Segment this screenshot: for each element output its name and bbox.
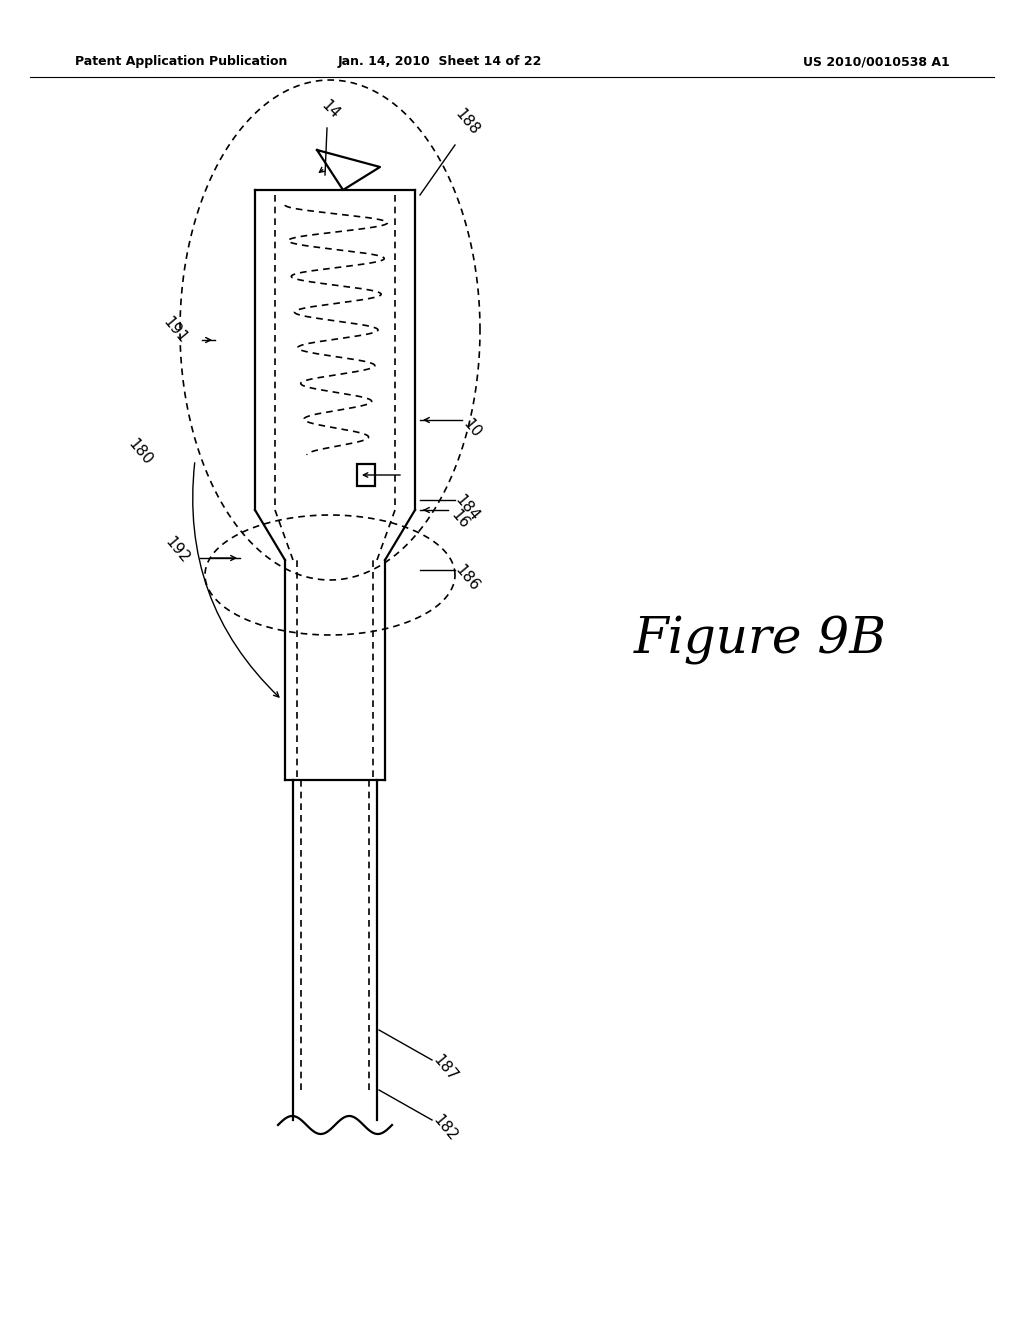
Text: 184: 184: [452, 492, 482, 524]
Text: Jan. 14, 2010  Sheet 14 of 22: Jan. 14, 2010 Sheet 14 of 22: [338, 55, 542, 69]
Text: 187: 187: [430, 1052, 460, 1084]
Text: 191: 191: [160, 314, 190, 346]
Text: Patent Application Publication: Patent Application Publication: [75, 55, 288, 69]
Text: 10: 10: [460, 416, 484, 440]
Text: US 2010/0010538 A1: US 2010/0010538 A1: [803, 55, 950, 69]
Text: Figure 9B: Figure 9B: [634, 615, 887, 665]
Bar: [357, 465, 375, 486]
Text: 16: 16: [449, 508, 472, 532]
Text: 186: 186: [452, 562, 482, 594]
Text: 182: 182: [430, 1113, 460, 1144]
Text: 14: 14: [317, 98, 342, 121]
Text: 188: 188: [452, 106, 482, 139]
Text: 192: 192: [162, 535, 193, 566]
Text: 180: 180: [125, 436, 155, 467]
